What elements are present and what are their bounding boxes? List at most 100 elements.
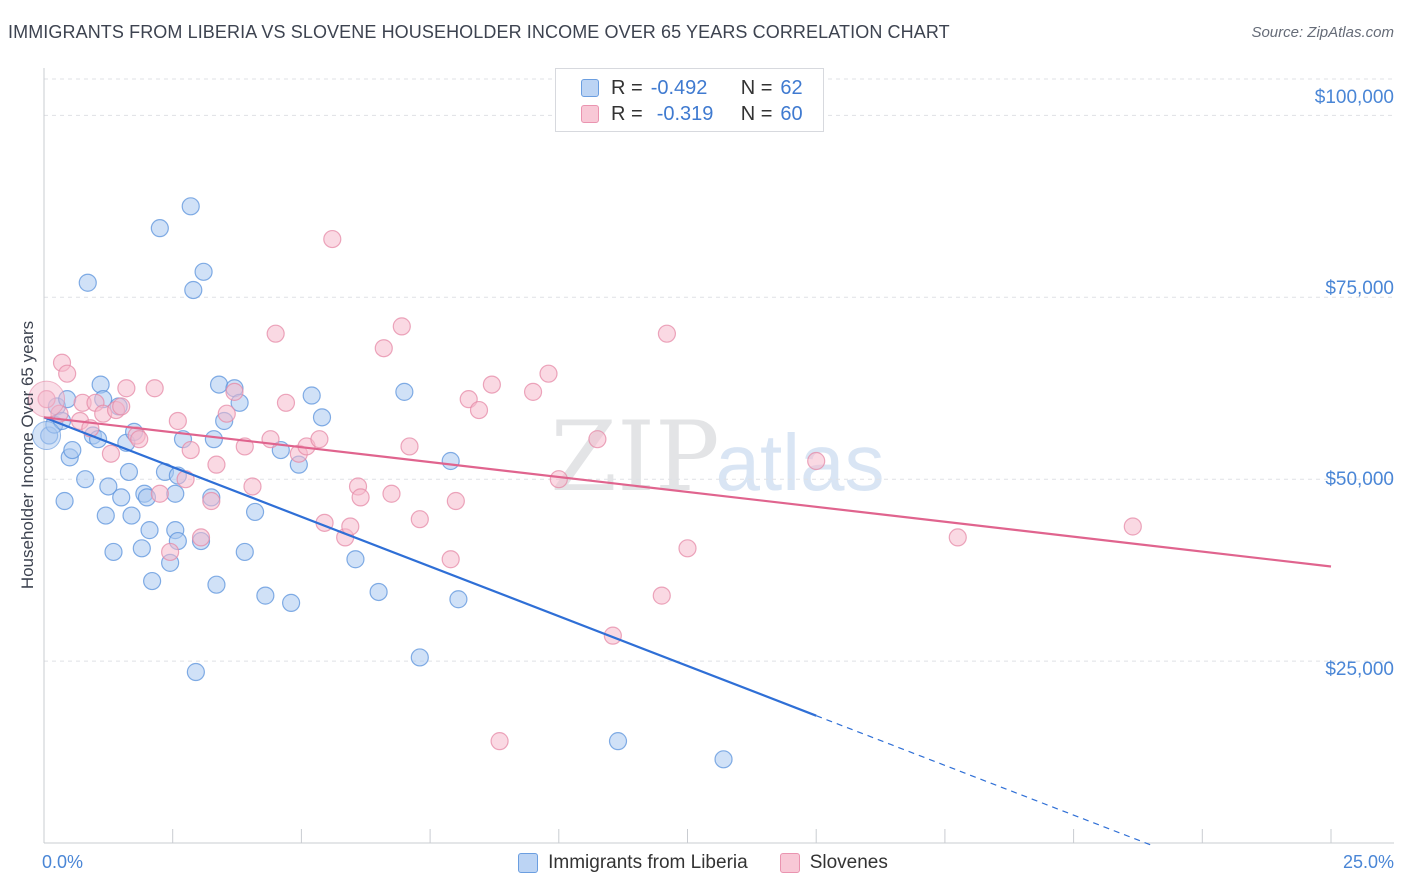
data-point — [99, 477, 118, 496]
data-point — [140, 521, 159, 540]
data-point — [482, 375, 501, 394]
data-point — [948, 528, 967, 547]
data-point — [217, 404, 236, 423]
data-point — [657, 324, 677, 343]
data-point — [184, 280, 203, 300]
data-point — [714, 750, 733, 769]
data-point — [191, 528, 211, 547]
data-point — [150, 219, 169, 238]
slovene-legend-swatch — [779, 853, 800, 873]
data-point — [101, 444, 121, 463]
data-point — [302, 386, 321, 405]
data-point — [1123, 517, 1142, 536]
n-label: N = — [740, 76, 773, 99]
x-tick-label-max: 25.0% — [1342, 852, 1394, 872]
stats-legend: R = -0.492 N = 62 R = -0.319 N = 60 — [555, 68, 824, 132]
data-point — [312, 408, 332, 427]
data-point — [168, 411, 187, 431]
y-tick-label: $25,000 — [1325, 659, 1394, 680]
watermark-atlas: atlas — [716, 418, 885, 507]
y-tick-label: $75,000 — [1325, 278, 1394, 299]
data-point — [122, 506, 141, 525]
data-point — [449, 590, 468, 609]
legend-item-liberia[interactable]: Immigrants from Liberia — [518, 852, 748, 874]
data-point — [549, 470, 568, 489]
trend-line-liberia-extension — [815, 715, 1152, 846]
source-credit: Source: ZipAtlas.com — [1251, 24, 1394, 41]
data-point — [96, 506, 115, 525]
data-point — [207, 455, 226, 474]
data-point — [55, 491, 74, 511]
data-point — [181, 197, 200, 216]
data-point — [588, 430, 607, 449]
data-point — [369, 582, 388, 602]
data-point — [410, 648, 429, 667]
r-value: -0.492 — [650, 76, 708, 99]
data-point — [395, 382, 414, 401]
data-point — [235, 542, 254, 562]
data-point — [204, 430, 223, 449]
data-point — [490, 732, 509, 751]
data-point — [186, 662, 205, 682]
r-label: R = — [611, 76, 643, 99]
x-tick-label-min: 0.0% — [42, 852, 84, 872]
data-point — [225, 382, 244, 401]
data-point — [166, 484, 185, 503]
trend-line-liberia — [43, 416, 817, 717]
data-point — [266, 324, 285, 343]
data-point — [346, 550, 365, 569]
liberia-legend-swatch — [518, 853, 539, 873]
data-point — [207, 575, 226, 594]
data-point — [282, 593, 301, 612]
data-point — [37, 390, 56, 409]
data-point — [310, 430, 329, 449]
data-point — [678, 539, 697, 558]
data-point — [132, 539, 151, 558]
data-point — [78, 273, 97, 292]
data-point — [32, 421, 62, 451]
data-point — [76, 470, 95, 489]
legend-item-slovenes[interactable]: Slovenes — [779, 852, 888, 874]
data-point — [276, 393, 296, 412]
data-point — [382, 484, 401, 503]
data-point — [63, 440, 82, 460]
data-point — [400, 437, 419, 456]
data-point — [58, 364, 77, 383]
y-axis-label: Householder Income Over 65 years — [18, 320, 37, 590]
data-point — [117, 379, 136, 398]
data-point — [441, 550, 460, 569]
n-value: 62 — [780, 76, 803, 99]
data-point — [112, 397, 131, 416]
data-point — [209, 375, 229, 394]
legend-label-liberia: Immigrants from Liberia — [548, 852, 748, 873]
watermark-zip: ZIP — [550, 401, 719, 513]
r-label: R = — [611, 102, 643, 125]
n-label: N = — [740, 102, 773, 125]
data-point — [608, 732, 628, 751]
legend-row-slovenes: R = -0.319 N = 60 — [581, 102, 803, 126]
data-point — [469, 400, 489, 420]
data-point — [374, 339, 393, 358]
data-point — [194, 262, 213, 281]
data-point — [176, 470, 195, 489]
data-point — [652, 586, 671, 605]
data-point — [143, 571, 162, 591]
data-point — [104, 542, 123, 562]
data-point — [410, 510, 429, 529]
legend-row-liberia: R = -0.492 N = 62 — [581, 76, 803, 100]
trend-line-slovenes — [43, 416, 1332, 568]
data-point — [112, 488, 131, 507]
slovene-swatch — [581, 105, 599, 123]
data-point — [523, 382, 543, 401]
r-value: -0.319 — [656, 102, 714, 125]
y-tick-label: $100,000 — [1314, 87, 1394, 108]
data-point — [181, 440, 200, 460]
data-point — [441, 451, 460, 471]
series-legend: Immigrants from Liberia Slovenes — [0, 852, 1406, 874]
data-point — [245, 502, 265, 522]
legend-label-slovenes: Slovenes — [809, 852, 888, 873]
data-point — [807, 451, 826, 471]
data-point — [351, 488, 370, 507]
data-point — [119, 462, 139, 482]
